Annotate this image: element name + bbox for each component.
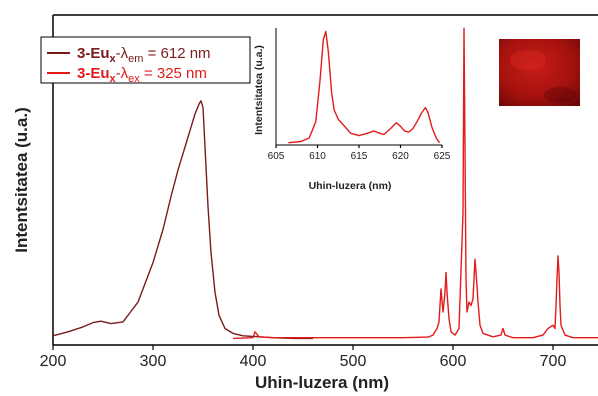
photo-shadow xyxy=(544,87,576,103)
legend-label-2: 3-Eux-λex = 325 nm xyxy=(77,65,207,85)
legend-box xyxy=(40,36,251,84)
x-axis-title: Uhin-luzera (nm) xyxy=(255,373,389,392)
inset-x-ticks xyxy=(275,145,443,148)
legend: 3-Eux-λem = 612 nm 3-Eux-λex = 325 nm xyxy=(40,36,251,85)
luminescence-photo xyxy=(499,39,580,106)
main-series-group xyxy=(52,27,598,340)
x-tick-labels: 200 300 400 500 600 700 xyxy=(40,353,567,370)
x-tick-label-5: 700 xyxy=(540,353,567,370)
y-axis-title: Intentsitatea (u.a.) xyxy=(12,107,31,252)
inset-x-axis-title: Uhin-luzera (nm) xyxy=(309,180,392,192)
x-tick-label-0: 605 xyxy=(268,151,285,162)
x-tick-label-2: 400 xyxy=(240,353,267,370)
x-tick-label-4: 600 xyxy=(440,353,467,370)
inset-x-tick-labels: 605 610 615 620 625 xyxy=(268,151,451,162)
x-tick-label-3: 500 xyxy=(340,353,367,370)
x-tick-label-2: 615 xyxy=(351,151,368,162)
inset-series-group xyxy=(288,30,441,144)
series-line-1 xyxy=(232,27,598,340)
inset-y-axis-title: Intentsitatea (u.a.) xyxy=(253,45,265,135)
x-ticks xyxy=(52,345,554,350)
series-line-0 xyxy=(288,30,441,144)
inset-plot: 605 610 615 620 625 Intentsitatea (u.a.) Uhi… xyxy=(253,28,451,192)
x-tick-label-3: 620 xyxy=(392,151,409,162)
series-line-0 xyxy=(52,100,313,340)
x-tick-label-1: 300 xyxy=(140,353,167,370)
photo-highlight xyxy=(510,50,546,70)
x-tick-label-1: 610 xyxy=(309,151,326,162)
x-tick-label-0: 200 xyxy=(40,353,67,370)
x-tick-label-4: 625 xyxy=(434,151,451,162)
legend-label-1: 3-Eux-λem = 612 nm xyxy=(77,45,211,65)
